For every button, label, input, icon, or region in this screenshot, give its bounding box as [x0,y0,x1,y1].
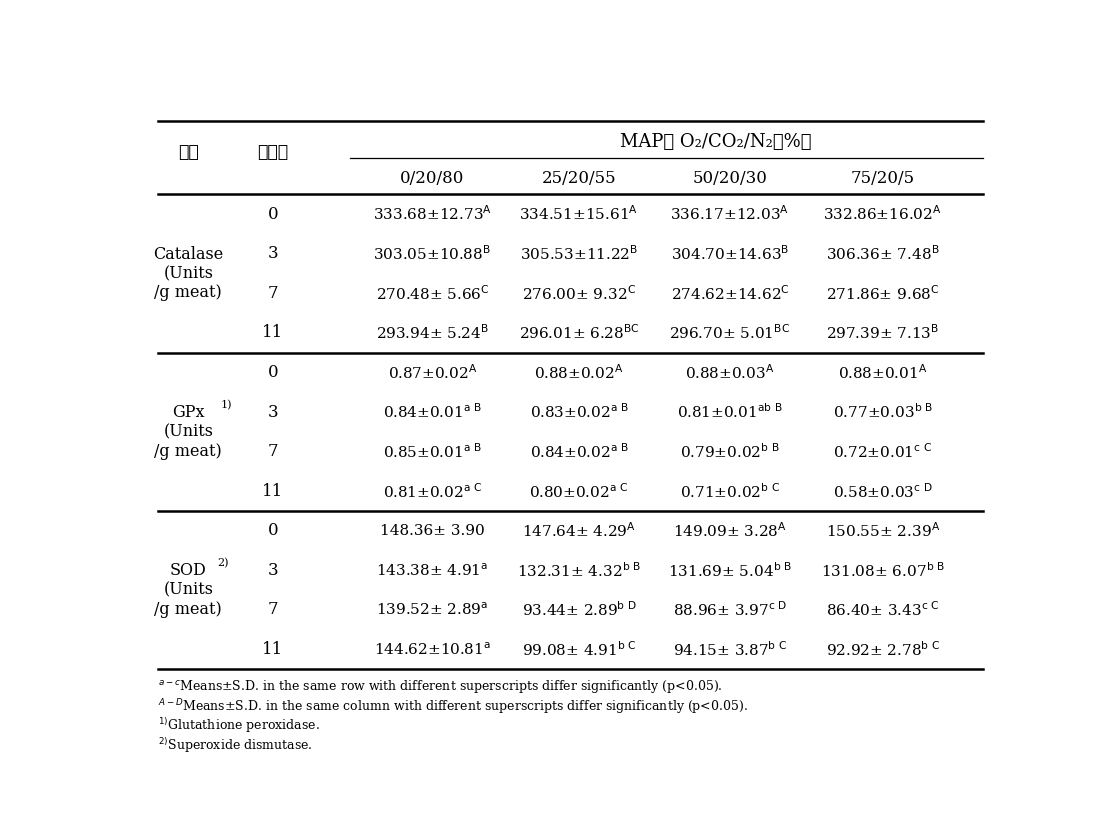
Text: 276.00± 9.32$^{\mathrm{C}}$: 276.00± 9.32$^{\mathrm{C}}$ [522,284,636,303]
Text: 336.17±12.03$^{\mathrm{A}}$: 336.17±12.03$^{\mathrm{A}}$ [670,205,789,223]
Text: MAP내 O₂/CO₂/N₂（%）: MAP내 O₂/CO₂/N₂（%） [620,133,812,150]
Text: 7: 7 [267,443,278,460]
Text: 132.31± 4.32$^{\mathrm{b\ B}}$: 132.31± 4.32$^{\mathrm{b\ B}}$ [518,561,641,579]
Text: 2): 2) [218,558,229,568]
Text: 50/20/30: 50/20/30 [692,171,768,187]
Text: 7: 7 [267,285,278,302]
Text: /g meat): /g meat) [155,601,223,618]
Text: 저장일: 저장일 [257,144,288,161]
Text: 0/20/80: 0/20/80 [401,171,464,187]
Text: 25/20/55: 25/20/55 [542,171,617,187]
Text: 148.36± 3.90: 148.36± 3.90 [380,524,485,538]
Text: 0: 0 [267,206,278,222]
Text: 147.64± 4.29$^{\mathrm{A}}$: 147.64± 4.29$^{\mathrm{A}}$ [522,522,636,540]
Text: 3: 3 [267,245,278,263]
Text: 305.53±11.22$^{\mathrm{B}}$: 305.53±11.22$^{\mathrm{B}}$ [520,244,638,263]
Text: 0.81±0.02$^{\mathrm{a\ C}}$: 0.81±0.02$^{\mathrm{a\ C}}$ [383,482,482,501]
Text: 303.05±10.88$^{\mathrm{B}}$: 303.05±10.88$^{\mathrm{B}}$ [374,244,491,263]
Text: 11: 11 [263,641,284,658]
Text: 0.84±0.02$^{\mathrm{a\ B}}$: 0.84±0.02$^{\mathrm{a\ B}}$ [530,442,629,461]
Text: (Units: (Units [164,582,214,599]
Text: 131.69± 5.04$^{\mathrm{b\ B}}$: 131.69± 5.04$^{\mathrm{b\ B}}$ [668,561,792,579]
Text: 99.08± 4.91$^{\mathrm{b\ C}}$: 99.08± 4.91$^{\mathrm{b\ C}}$ [522,640,637,659]
Text: 92.92± 2.78$^{\mathrm{b\ C}}$: 92.92± 2.78$^{\mathrm{b\ C}}$ [826,640,939,659]
Text: 271.86± 9.68$^{\mathrm{C}}$: 271.86± 9.68$^{\mathrm{C}}$ [826,284,939,303]
Text: 0.79±0.02$^{\mathrm{b\ B}}$: 0.79±0.02$^{\mathrm{b\ B}}$ [680,442,780,461]
Text: 296.70± 5.01$^{\mathrm{BC}}$: 296.70± 5.01$^{\mathrm{BC}}$ [669,324,790,342]
Text: 150.55± 2.39$^{\mathrm{A}}$: 150.55± 2.39$^{\mathrm{A}}$ [826,522,939,540]
Text: 0.88±0.01$^{\mathrm{A}}$: 0.88±0.01$^{\mathrm{A}}$ [838,363,927,382]
Text: 75/20/5: 75/20/5 [850,171,915,187]
Text: $^{A-D}$Means±S.D. in the same column with different superscripts differ signifi: $^{A-D}$Means±S.D. in the same column wi… [158,697,748,716]
Text: /g meat): /g meat) [155,284,223,301]
Text: /g meat): /g meat) [155,442,223,460]
Text: 0.84±0.01$^{\mathrm{a\ B}}$: 0.84±0.01$^{\mathrm{a\ B}}$ [383,403,482,421]
Text: Catalase: Catalase [154,246,224,263]
Text: 131.08± 6.07$^{\mathrm{b\ B}}$: 131.08± 6.07$^{\mathrm{b\ B}}$ [820,561,945,579]
Text: 274.62±14.62$^{\mathrm{C}}$: 274.62±14.62$^{\mathrm{C}}$ [670,284,789,303]
Text: 3: 3 [267,562,278,579]
Text: 0: 0 [267,522,278,539]
Text: 항목: 항목 [178,144,198,161]
Text: 11: 11 [263,324,284,341]
Text: 0.77±0.03$^{\mathrm{b\ B}}$: 0.77±0.03$^{\mathrm{b\ B}}$ [833,403,933,421]
Text: 297.39± 7.13$^{\mathrm{B}}$: 297.39± 7.13$^{\mathrm{B}}$ [826,324,939,342]
Text: 144.62±10.81$^{\mathrm{a}}$: 144.62±10.81$^{\mathrm{a}}$ [374,641,491,658]
Text: 1): 1) [221,400,233,410]
Text: $^{1)}$Glutathione peroxidase.: $^{1)}$Glutathione peroxidase. [158,716,321,735]
Text: 306.36± 7.48$^{\mathrm{B}}$: 306.36± 7.48$^{\mathrm{B}}$ [826,244,939,263]
Text: 0.85±0.01$^{\mathrm{a\ B}}$: 0.85±0.01$^{\mathrm{a\ B}}$ [383,442,482,461]
Text: $^{2)}$Superoxide dismutase.: $^{2)}$Superoxide dismutase. [158,736,313,755]
Text: 86.40± 3.43$^{\mathrm{c\ C}}$: 86.40± 3.43$^{\mathrm{c\ C}}$ [826,600,939,619]
Text: 7: 7 [267,601,278,619]
Text: 270.48± 5.66$^{\mathrm{C}}$: 270.48± 5.66$^{\mathrm{C}}$ [375,284,490,303]
Text: $^{a-c}$Means±S.D. in the same row with different superscripts differ significan: $^{a-c}$Means±S.D. in the same row with … [158,678,722,695]
Text: 334.51±15.61$^{\mathrm{A}}$: 334.51±15.61$^{\mathrm{A}}$ [520,205,639,223]
Text: 3: 3 [267,404,278,421]
Text: 0.80±0.02$^{\mathrm{a\ C}}$: 0.80±0.02$^{\mathrm{a\ C}}$ [530,482,629,501]
Text: 0: 0 [267,364,278,381]
Text: 11: 11 [263,482,284,500]
Text: (Units: (Units [164,265,214,282]
Text: 0.88±0.02$^{\mathrm{A}}$: 0.88±0.02$^{\mathrm{A}}$ [534,363,623,382]
Text: 0.88±0.03$^{\mathrm{A}}$: 0.88±0.03$^{\mathrm{A}}$ [686,363,775,382]
Text: GPx: GPx [173,404,205,421]
Text: SOD: SOD [170,563,207,579]
Text: (Units: (Units [164,423,214,441]
Text: 0.81±0.01$^{\mathrm{ab\ B}}$: 0.81±0.01$^{\mathrm{ab\ B}}$ [677,403,782,421]
Text: 88.96± 3.97$^{\mathrm{c\ D}}$: 88.96± 3.97$^{\mathrm{c\ D}}$ [673,600,787,619]
Text: 0.71±0.02$^{\mathrm{b\ C}}$: 0.71±0.02$^{\mathrm{b\ C}}$ [680,482,780,501]
Text: 0.72±0.01$^{\mathrm{c\ C}}$: 0.72±0.01$^{\mathrm{c\ C}}$ [834,442,933,461]
Text: 139.52± 2.89$^{\mathrm{a}}$: 139.52± 2.89$^{\mathrm{a}}$ [376,602,489,619]
Text: 143.38± 4.91$^{\mathrm{a}}$: 143.38± 4.91$^{\mathrm{a}}$ [376,562,489,579]
Text: 296.01± 6.28$^{\mathrm{BC}}$: 296.01± 6.28$^{\mathrm{BC}}$ [519,324,639,342]
Text: 0.87±0.02$^{\mathrm{A}}$: 0.87±0.02$^{\mathrm{A}}$ [387,363,477,382]
Text: 149.09± 3.28$^{\mathrm{A}}$: 149.09± 3.28$^{\mathrm{A}}$ [673,522,787,540]
Text: 0.83±0.02$^{\mathrm{a\ B}}$: 0.83±0.02$^{\mathrm{a\ B}}$ [530,403,629,421]
Text: 293.94± 5.24$^{\mathrm{B}}$: 293.94± 5.24$^{\mathrm{B}}$ [376,324,489,342]
Text: 93.44± 2.89$^{\mathrm{b\ D}}$: 93.44± 2.89$^{\mathrm{b\ D}}$ [522,600,637,619]
Text: 333.68±12.73$^{\mathrm{A}}$: 333.68±12.73$^{\mathrm{A}}$ [373,205,492,223]
Text: 304.70±14.63$^{\mathrm{B}}$: 304.70±14.63$^{\mathrm{B}}$ [671,244,789,263]
Text: 0.58±0.03$^{\mathrm{c\ D}}$: 0.58±0.03$^{\mathrm{c\ D}}$ [833,482,933,501]
Text: 332.86±16.02$^{\mathrm{A}}$: 332.86±16.02$^{\mathrm{A}}$ [824,205,942,223]
Text: 94.15± 3.87$^{\mathrm{b\ C}}$: 94.15± 3.87$^{\mathrm{b\ C}}$ [673,640,787,659]
